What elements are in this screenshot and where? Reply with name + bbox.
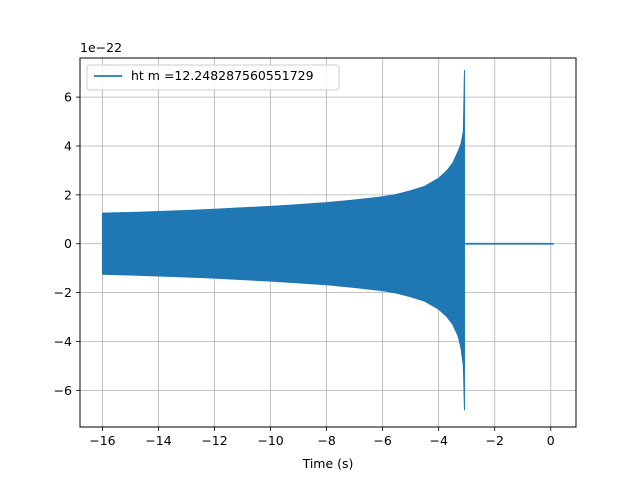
y-tick-label: 4 <box>64 138 72 153</box>
legend: ht m =12.248287560551729 <box>86 64 340 91</box>
y-tick-label: 2 <box>64 187 72 202</box>
x-axis: −16 −14 −12 −10 −8 −6 −4 −2 0 <box>89 427 555 448</box>
x-tick-label: −6 <box>373 433 391 448</box>
x-tick-label: −2 <box>486 433 504 448</box>
x-tick-label: 0 <box>547 433 555 448</box>
x-tick-label: −14 <box>145 433 171 448</box>
grid <box>80 58 576 427</box>
legend-label: ht m =12.248287560551729 <box>131 68 314 83</box>
x-axis-label: Time (s) <box>302 456 354 471</box>
y-tick-label: 0 <box>64 236 72 251</box>
waveform-series <box>101 69 465 411</box>
x-tick-label: −8 <box>317 433 335 448</box>
y-offset-label: 1e−22 <box>80 40 122 55</box>
y-tick-label: −4 <box>54 334 72 349</box>
x-tick-label: −10 <box>257 433 283 448</box>
y-axis: −6 −4 −2 0 2 4 6 <box>54 90 80 398</box>
y-tick-label: −2 <box>54 285 72 300</box>
x-tick-label: −16 <box>89 433 115 448</box>
plot-area <box>101 69 554 411</box>
plot-frame <box>79 57 577 428</box>
x-tick-label: −12 <box>201 433 227 448</box>
y-tick-label: −6 <box>54 383 72 398</box>
x-tick-label: −4 <box>429 433 447 448</box>
y-tick-label: 6 <box>64 90 72 105</box>
legend-box <box>86 64 340 91</box>
